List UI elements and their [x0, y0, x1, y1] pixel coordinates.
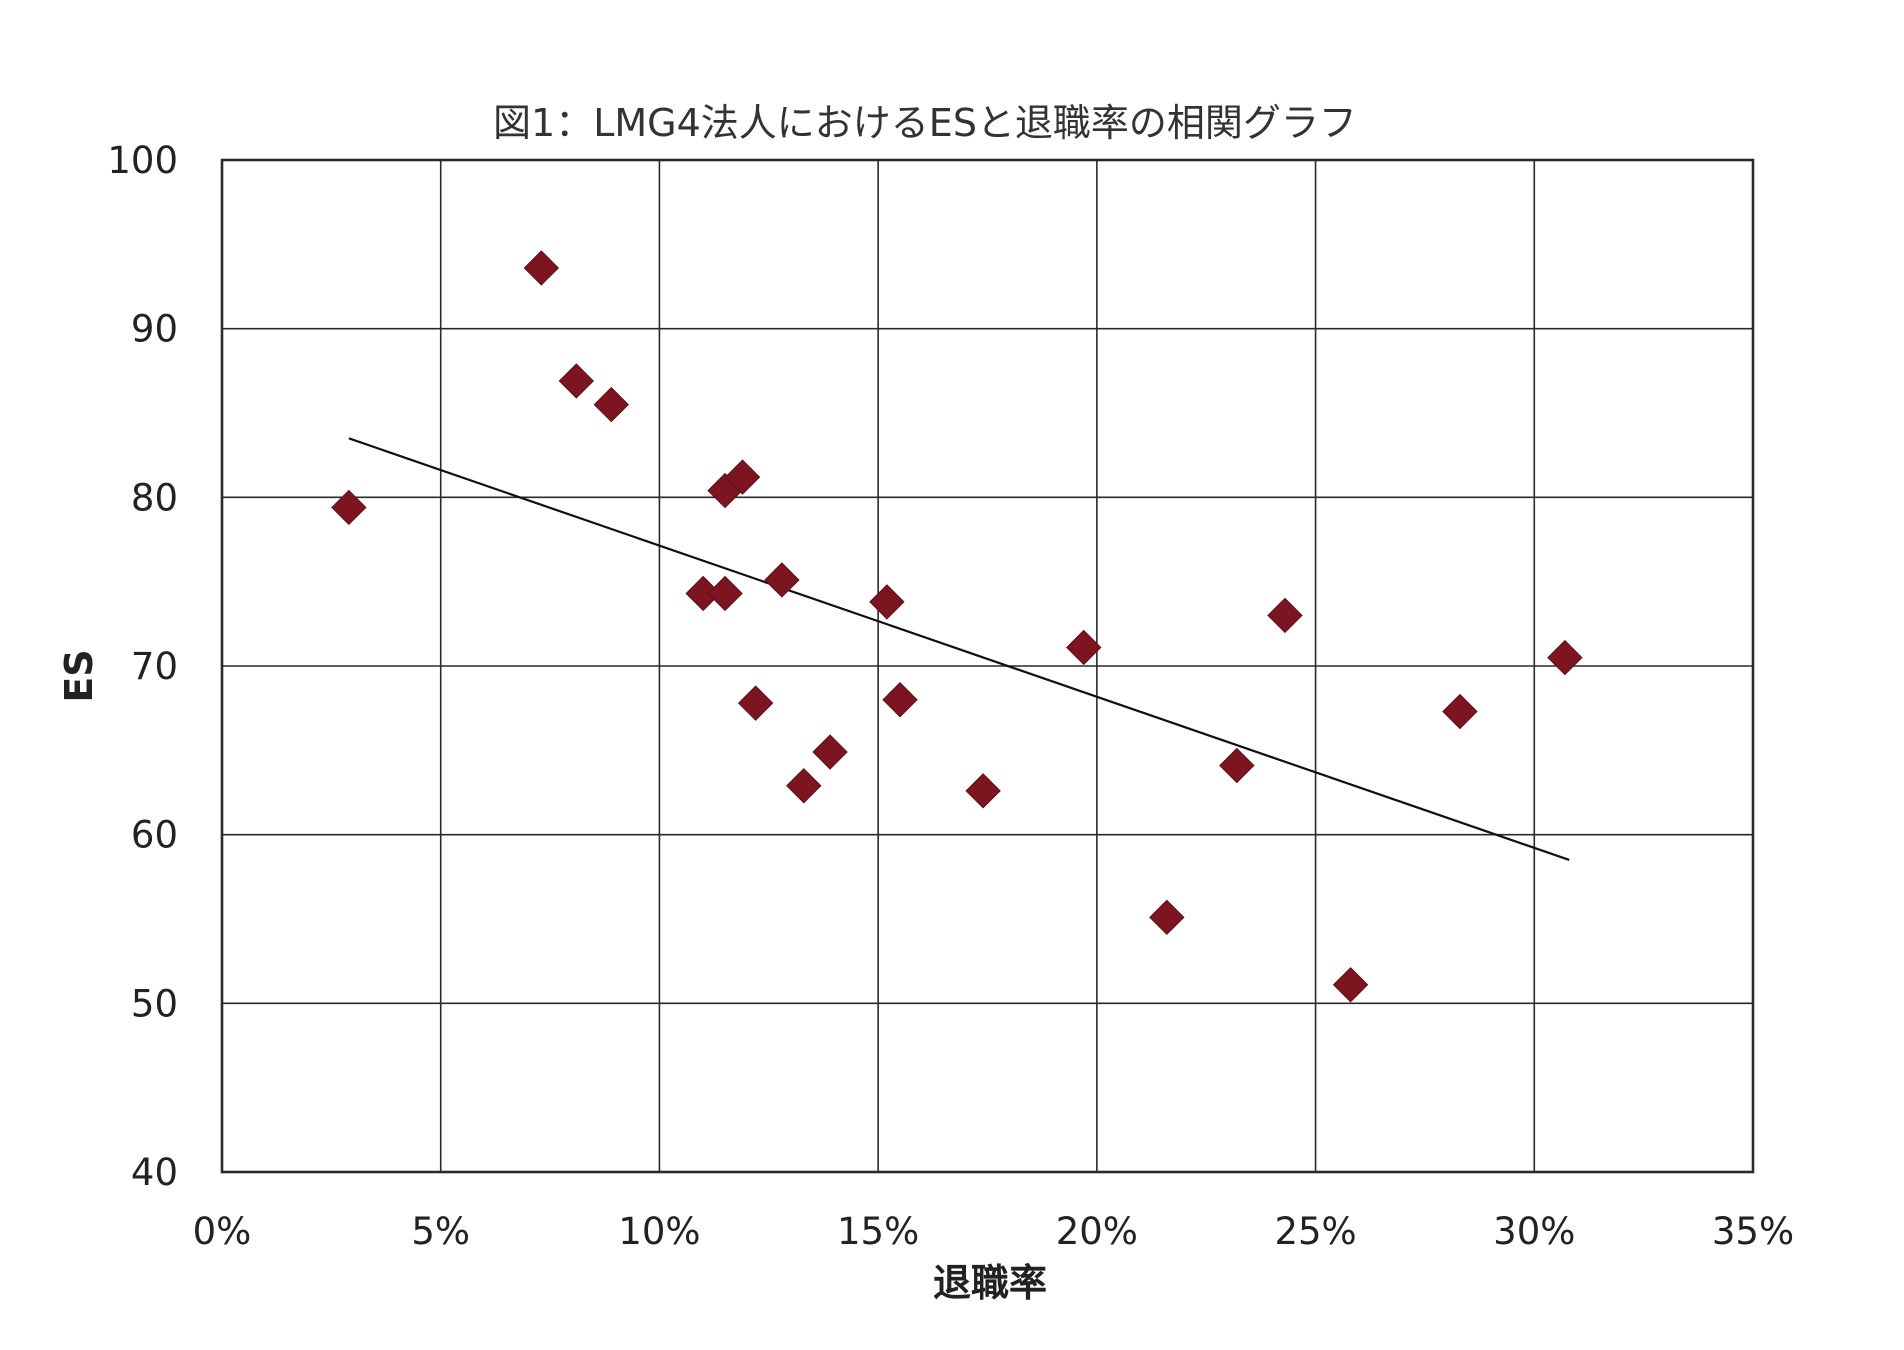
x-tick-label: 0%: [193, 1210, 252, 1253]
y-tick-label: 60: [131, 814, 178, 857]
x-tick-label: 10%: [618, 1210, 700, 1253]
x-tick-label: 15%: [837, 1210, 919, 1253]
x-tick-label: 30%: [1493, 1210, 1575, 1253]
y-tick-label: 40: [131, 1151, 178, 1194]
trendline: [348, 437, 1570, 862]
data-point: [764, 562, 800, 598]
data-point: [965, 773, 1001, 809]
data-point: [724, 459, 761, 495]
y-axis-label: ES: [57, 649, 101, 702]
data-point: [869, 584, 905, 620]
y-tick-label: 90: [131, 308, 178, 351]
x-tick-label: 25%: [1274, 1210, 1356, 1253]
data-point: [1442, 693, 1478, 730]
data-point: [812, 734, 848, 770]
data-point: [737, 685, 774, 721]
chart-title: 図1：LMG4法人におけるESと退職率の相関グラフ: [493, 101, 1357, 145]
grid-lines: [221, 159, 1754, 1173]
y-tick-label: 80: [131, 476, 178, 519]
x-axis-label: 退職率: [933, 1261, 1047, 1305]
x-axis-ticks: 0% 5% 10% 15% 20% 25% 30% 35%: [193, 1210, 1794, 1253]
data-point: [558, 363, 595, 399]
data-point: [786, 768, 822, 804]
data-point: [523, 250, 560, 286]
y-tick-label: 50: [131, 982, 178, 1025]
y-axis-ticks: 40 50 60 70 80 90 100: [107, 139, 178, 1194]
x-tick-label: 20%: [1056, 1210, 1138, 1253]
data-point: [1267, 597, 1303, 634]
data-points: [331, 250, 1583, 1003]
data-point: [1219, 747, 1255, 784]
data-point: [1149, 899, 1185, 936]
y-tick-label: 70: [131, 645, 178, 688]
data-point: [707, 575, 743, 612]
x-tick-label: 5%: [411, 1210, 470, 1253]
x-tick-label: 35%: [1712, 1210, 1794, 1253]
data-point: [882, 682, 918, 718]
data-point: [1066, 629, 1102, 666]
plot-area: [220, 158, 1755, 1174]
data-point: [593, 386, 630, 423]
data-point: [1547, 639, 1583, 676]
trendline-layer: [348, 437, 1570, 862]
data-point: [1332, 967, 1369, 1003]
data-point: [331, 489, 367, 526]
y-tick-label: 100: [107, 139, 178, 182]
